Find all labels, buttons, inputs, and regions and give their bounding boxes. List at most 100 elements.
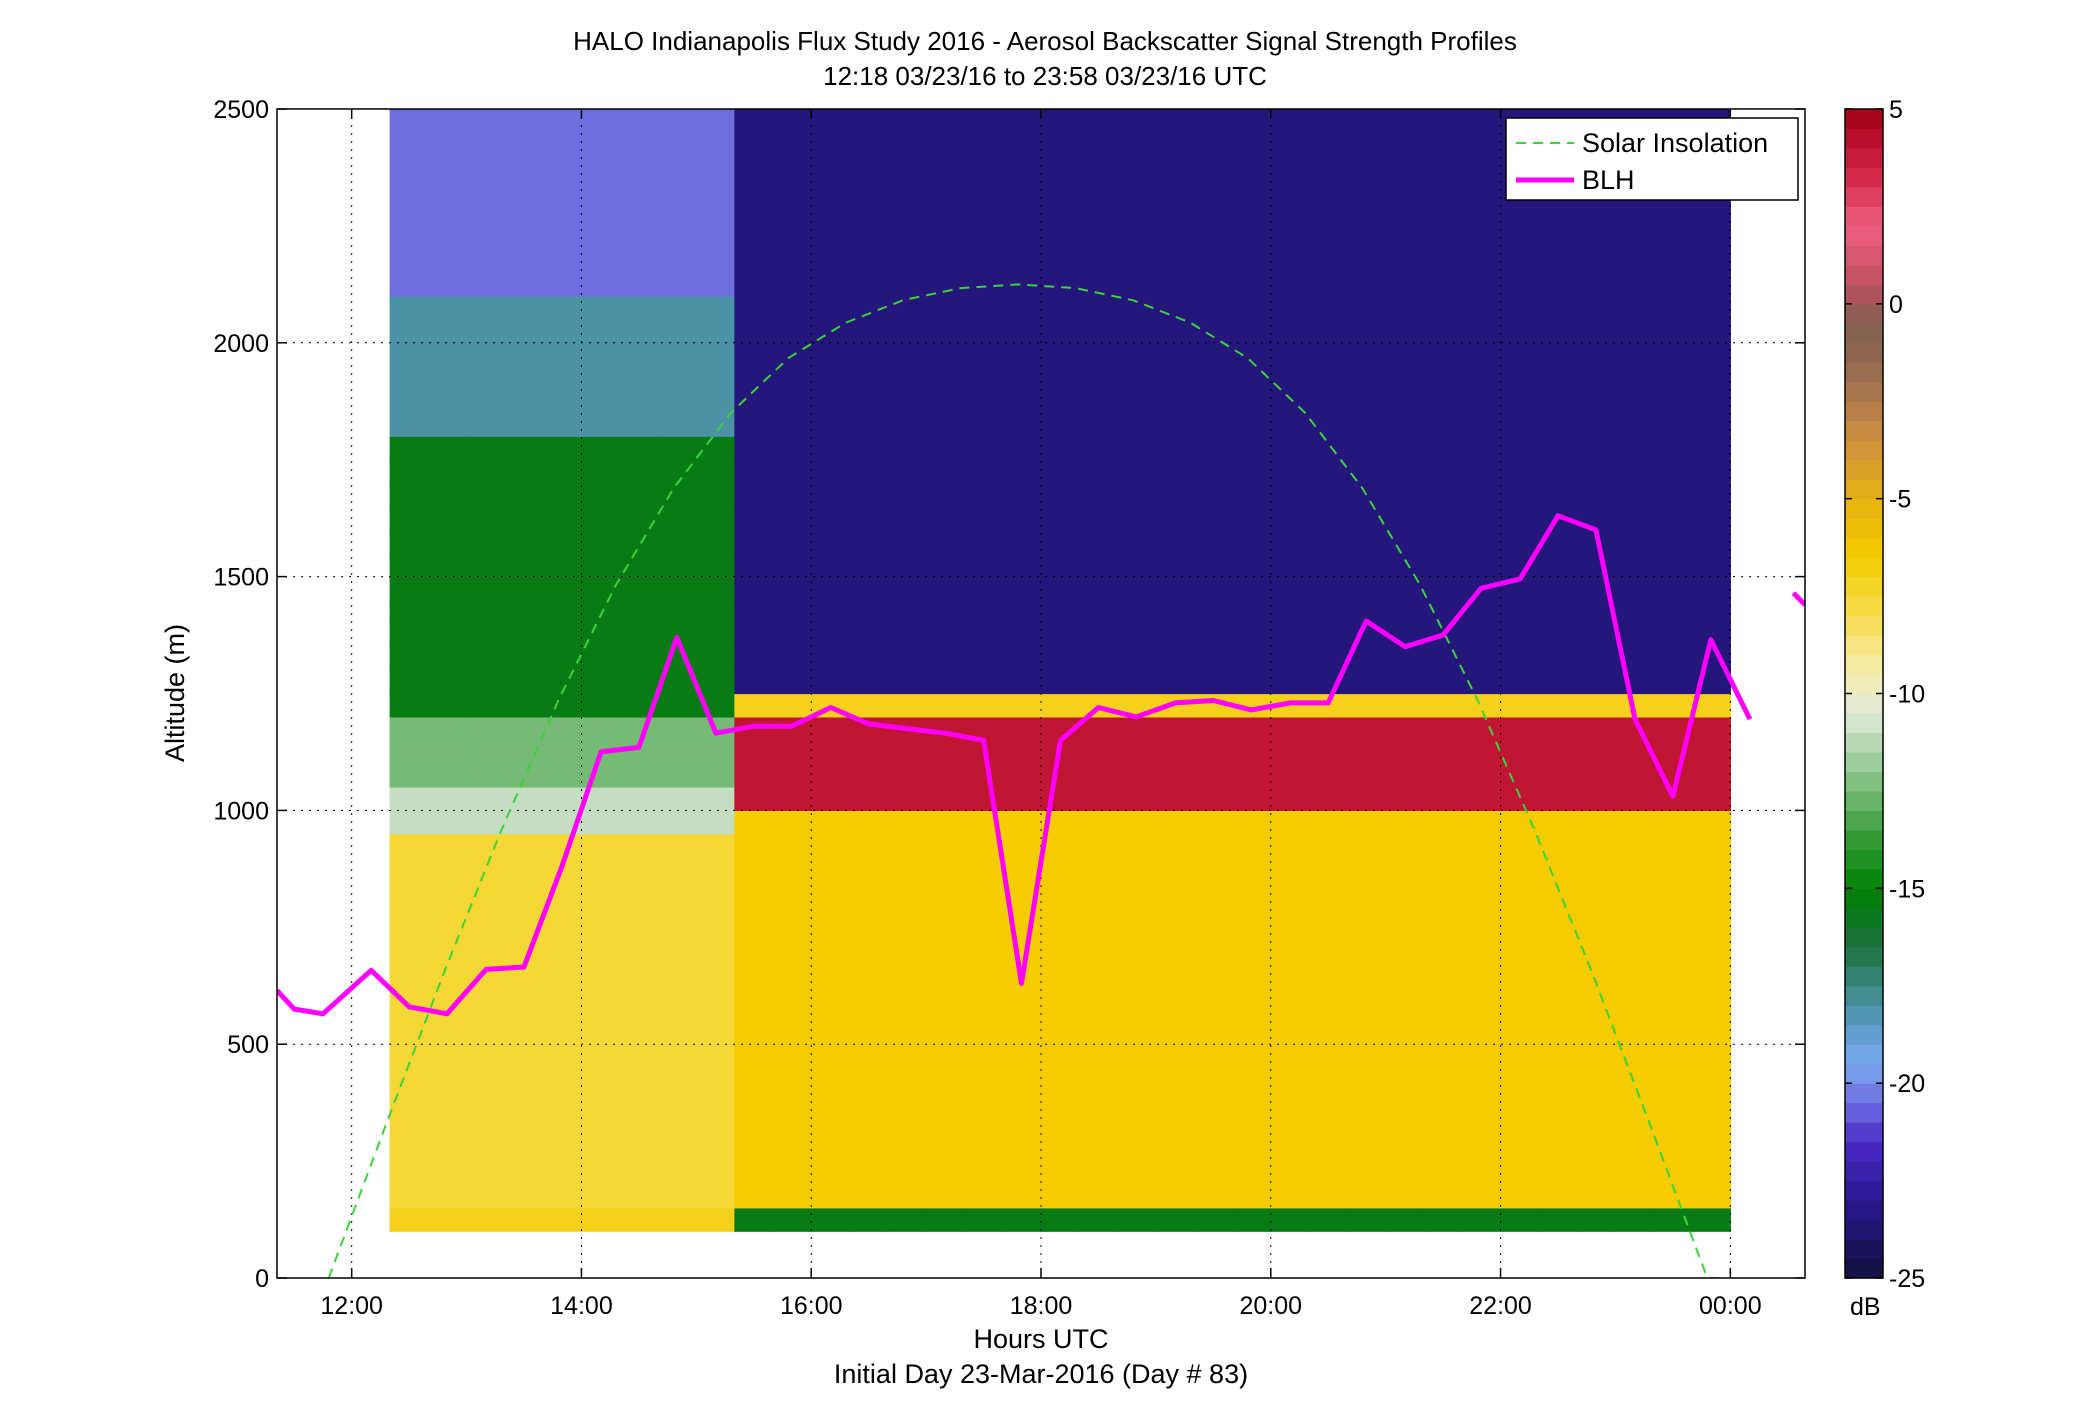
heatmap-cell: [1079, 529, 1119, 554]
heatmap-cell: [1692, 740, 1731, 765]
heatmap-cell: [504, 389, 544, 414]
heatmap-cell: [466, 1207, 506, 1232]
heatmap-cell: [1270, 974, 1310, 999]
legend-label-solar-insolation: Solar Insolation: [1582, 128, 1768, 158]
heatmap-cell: [1347, 436, 1387, 461]
colorbar-segment: [1845, 1258, 1883, 1279]
heatmap-cell: [810, 670, 850, 695]
heatmap-cell: [1347, 1207, 1387, 1232]
heatmap-cell: [696, 810, 735, 835]
heatmap-cell: [1692, 272, 1731, 297]
heatmap-cell: [1577, 833, 1617, 858]
heatmap-cell: [1462, 974, 1502, 999]
heatmap-cell: [1538, 366, 1578, 391]
heatmap-cell: [1079, 225, 1119, 250]
heatmap-cell: [1155, 716, 1195, 741]
colorbar-segment: [1845, 186, 1883, 208]
heatmap-cell: [1117, 459, 1157, 484]
heatmap-cell: [1615, 997, 1655, 1022]
heatmap-cell: [581, 1161, 621, 1186]
heatmap-cell: [1462, 389, 1502, 414]
heatmap-cell: [1385, 319, 1425, 344]
heatmap-cell: [1270, 1184, 1310, 1209]
heatmap-cell: [466, 529, 506, 554]
heatmap-cell: [1155, 202, 1195, 227]
heatmap-cell: [1653, 857, 1693, 882]
heatmap-cell: [1692, 693, 1731, 718]
colorbar-segment: [1845, 985, 1883, 1006]
heatmap-cell: [772, 1067, 812, 1092]
heatmap-cell: [389, 857, 429, 882]
heatmap-cell: [925, 833, 965, 858]
heatmap-cell: [1117, 389, 1157, 414]
heatmap-cell: [887, 179, 927, 204]
heatmap-cell: [734, 296, 774, 321]
heatmap-cell: [1577, 202, 1617, 227]
heatmap-cell: [810, 225, 850, 250]
heatmap-cell: [772, 483, 812, 508]
heatmap-cell: [772, 132, 812, 157]
heatmap-cell: [772, 272, 812, 297]
heatmap-cell: [1500, 249, 1540, 274]
heatmap-cell: [504, 740, 544, 765]
heatmap-cell: [1040, 1090, 1080, 1115]
heatmap-cell: [427, 225, 467, 250]
heatmap-cell: [504, 903, 544, 928]
heatmap-cell: [1462, 272, 1502, 297]
heatmap-cell: [1347, 810, 1387, 835]
heatmap-cell: [1692, 997, 1731, 1022]
heatmap-cell: [1577, 553, 1617, 578]
heatmap-cell: [772, 997, 812, 1022]
heatmap-cell: [925, 1137, 965, 1162]
heatmap-cell: [1232, 1184, 1272, 1209]
heatmap-cell: [466, 1161, 506, 1186]
heatmap-cell: [1079, 670, 1119, 695]
heatmap-cell: [964, 342, 1004, 367]
heatmap-cell: [389, 974, 429, 999]
heatmap-cell: [1270, 459, 1310, 484]
heatmap-cell: [619, 716, 659, 741]
heatmap-cell: [1040, 506, 1080, 531]
heatmap-cell: [734, 202, 774, 227]
heatmap-cell: [1155, 319, 1195, 344]
heatmap-cell: [1577, 249, 1617, 274]
heatmap-cell: [1538, 249, 1578, 274]
heatmap-cell: [1232, 576, 1272, 601]
heatmap-cell: [925, 646, 965, 671]
heatmap-cell: [1002, 646, 1042, 671]
heatmap-cell: [1653, 366, 1693, 391]
heatmap-cell: [772, 249, 812, 274]
heatmap-cell: [925, 109, 965, 133]
heatmap-cell: [1040, 529, 1080, 554]
heatmap-cell: [887, 366, 927, 391]
heatmap-cell: [1385, 1114, 1425, 1139]
heatmap-cell: [1079, 436, 1119, 461]
heatmap-cell: [1538, 576, 1578, 601]
heatmap-cell: [1194, 903, 1233, 928]
heatmap-cell: [657, 1067, 697, 1092]
heatmap-cell: [849, 179, 889, 204]
heatmap-cell: [1615, 599, 1655, 624]
heatmap-cell: [1577, 459, 1617, 484]
heatmap-cell: [1002, 109, 1042, 133]
heatmap-cell: [1002, 249, 1042, 274]
heatmap-cell: [504, 483, 544, 508]
heatmap-cell: [925, 576, 965, 601]
heatmap-cell: [734, 927, 774, 952]
heatmap-cell: [1308, 1137, 1348, 1162]
heatmap-cell: [504, 109, 544, 133]
heatmap-cell: [657, 716, 697, 741]
heatmap-cell: [427, 132, 467, 157]
heatmap-cell: [1270, 553, 1310, 578]
heatmap-cell: [887, 1044, 927, 1069]
heatmap-cell: [772, 109, 812, 133]
heatmap-cell: [1155, 225, 1195, 250]
heatmap-cell: [964, 599, 1004, 624]
heatmap-cell: [1423, 319, 1463, 344]
heatmap-cell: [734, 319, 774, 344]
heatmap-cell: [619, 880, 659, 905]
heatmap-cell: [581, 1137, 621, 1162]
heatmap-cell: [1577, 272, 1617, 297]
colorbar-segment: [1845, 1141, 1883, 1162]
heatmap-cell: [1194, 1020, 1233, 1045]
